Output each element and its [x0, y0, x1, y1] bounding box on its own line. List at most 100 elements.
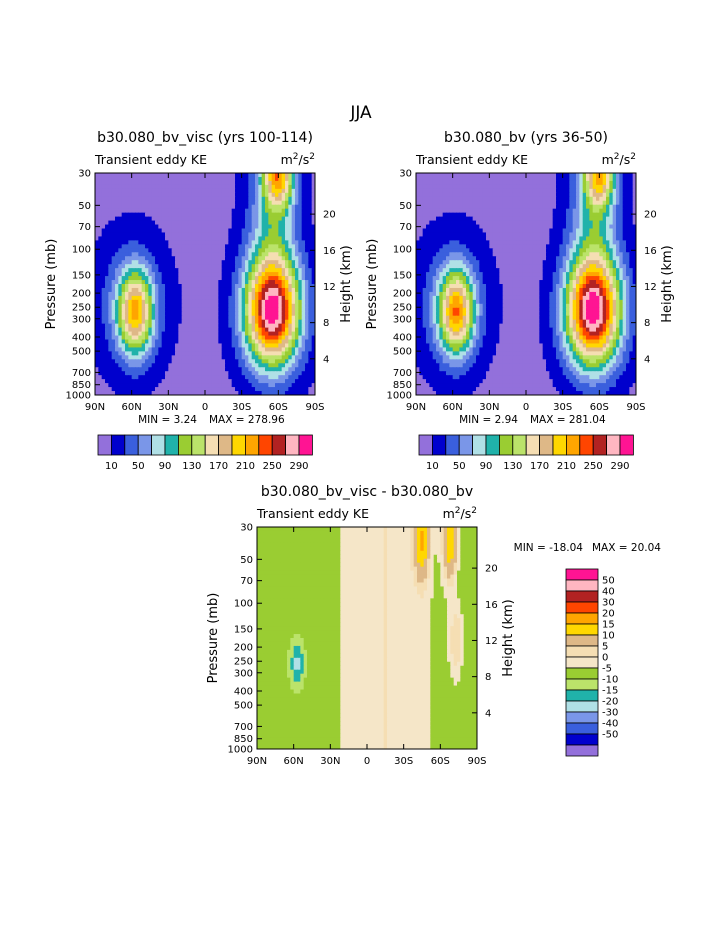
contour-cell: [141, 188, 146, 194]
contour-cell: [502, 192, 507, 198]
contour-cell: [466, 212, 470, 218]
contour-cell: [238, 268, 243, 273]
contour-cell: [526, 173, 530, 178]
contour-cell: [586, 208, 590, 214]
contour-cell: [141, 256, 146, 261]
contour-cell: [566, 204, 570, 210]
contour-cell: [131, 184, 136, 190]
contour-cell: [241, 224, 246, 230]
contour-cell: [295, 220, 299, 226]
contour-cell: [211, 371, 216, 376]
contour-cell: [131, 339, 136, 345]
contour-cell: [188, 268, 193, 273]
contour-cell: [275, 295, 279, 301]
contour-cell: [235, 208, 239, 214]
contour-cell: [288, 315, 293, 321]
contour-cell: [161, 284, 166, 289]
contour-cell: [576, 200, 580, 206]
contour-cell: [181, 339, 186, 345]
contour-cell: [198, 224, 203, 230]
contour-cell: [308, 379, 313, 384]
contour-cell: [271, 387, 276, 392]
contour-cell: [171, 176, 176, 182]
contour-cell: [446, 176, 450, 182]
colorbar-swatch: [218, 434, 233, 456]
contour-cell: [291, 359, 296, 364]
contour-cell: [108, 256, 113, 261]
contour-cell: [268, 176, 273, 182]
contour-cell: [201, 260, 206, 265]
contour-cell: [248, 323, 253, 329]
contour-cell: [181, 295, 186, 301]
contour-cell: [148, 228, 153, 234]
contour-cell: [452, 180, 457, 186]
contour-cell: [128, 173, 133, 178]
contour-cell: [188, 212, 193, 218]
contour-cell: [148, 383, 153, 388]
contour-cell: [258, 256, 263, 261]
contour-cell: [432, 192, 437, 198]
contour-cell: [462, 200, 467, 206]
contour-cell: [221, 375, 226, 380]
contour-cell: [168, 248, 173, 253]
contour-cell: [161, 208, 166, 214]
contour-cell: [148, 252, 153, 257]
contour-cell: [569, 212, 574, 218]
contour-cell: [185, 375, 189, 380]
contour-cell: [291, 236, 296, 241]
contour-cell: [121, 184, 126, 190]
contour-cell: [141, 272, 146, 277]
contour-cell: [151, 184, 156, 190]
contour-cell: [238, 359, 243, 364]
contour-cell: [128, 319, 133, 325]
contour-cell: [476, 228, 480, 234]
contour-cell: [268, 276, 273, 281]
contour-cell: [105, 224, 109, 230]
contour-cell: [285, 383, 289, 388]
contour-cell: [241, 375, 246, 380]
contour-cell: [181, 276, 186, 281]
contour-cell: [198, 391, 203, 395]
contour-cell: [95, 355, 99, 360]
contour-cell: [632, 176, 636, 182]
contour-cell: [499, 232, 504, 238]
contour-cell: [576, 232, 580, 238]
contour-cell: [131, 188, 136, 194]
contour-cell: [542, 212, 547, 218]
contour-cell: [98, 335, 103, 341]
contour-cell: [151, 252, 156, 257]
contour-cell: [155, 196, 159, 202]
contour-cell: [145, 184, 149, 190]
contour-cell: [245, 307, 249, 313]
contour-cell: [258, 355, 263, 360]
contour-cell: [539, 192, 544, 198]
contour-cell: [271, 200, 276, 206]
contour-cell: [221, 220, 226, 226]
contour-cell: [241, 248, 246, 253]
contour-cell: [291, 323, 296, 329]
contour-cell: [442, 216, 447, 222]
contour-cell: [175, 291, 179, 297]
contour-cell: [151, 371, 156, 376]
contour-cell: [238, 173, 243, 178]
contour-cell: [138, 323, 143, 329]
contour-cell: [288, 343, 293, 349]
contour-cell: [609, 224, 614, 230]
contour-cell: [496, 200, 500, 206]
contour-cell: [218, 339, 223, 345]
contour-cell: [215, 379, 219, 384]
contour-cell: [211, 200, 216, 206]
contour-cell: [265, 208, 269, 214]
contour-cell: [285, 367, 289, 372]
contour-cell: [125, 228, 129, 234]
contour-cell: [155, 280, 159, 285]
contour-cell: [141, 204, 146, 210]
contour-cell: [308, 268, 313, 273]
contour-cell: [472, 188, 477, 194]
contour-cell: [466, 176, 470, 182]
contour-cell: [111, 343, 116, 349]
contour-cell: [255, 383, 259, 388]
contour-cell: [208, 327, 213, 333]
contour-cell: [271, 264, 276, 269]
contour-cell: [175, 268, 179, 273]
